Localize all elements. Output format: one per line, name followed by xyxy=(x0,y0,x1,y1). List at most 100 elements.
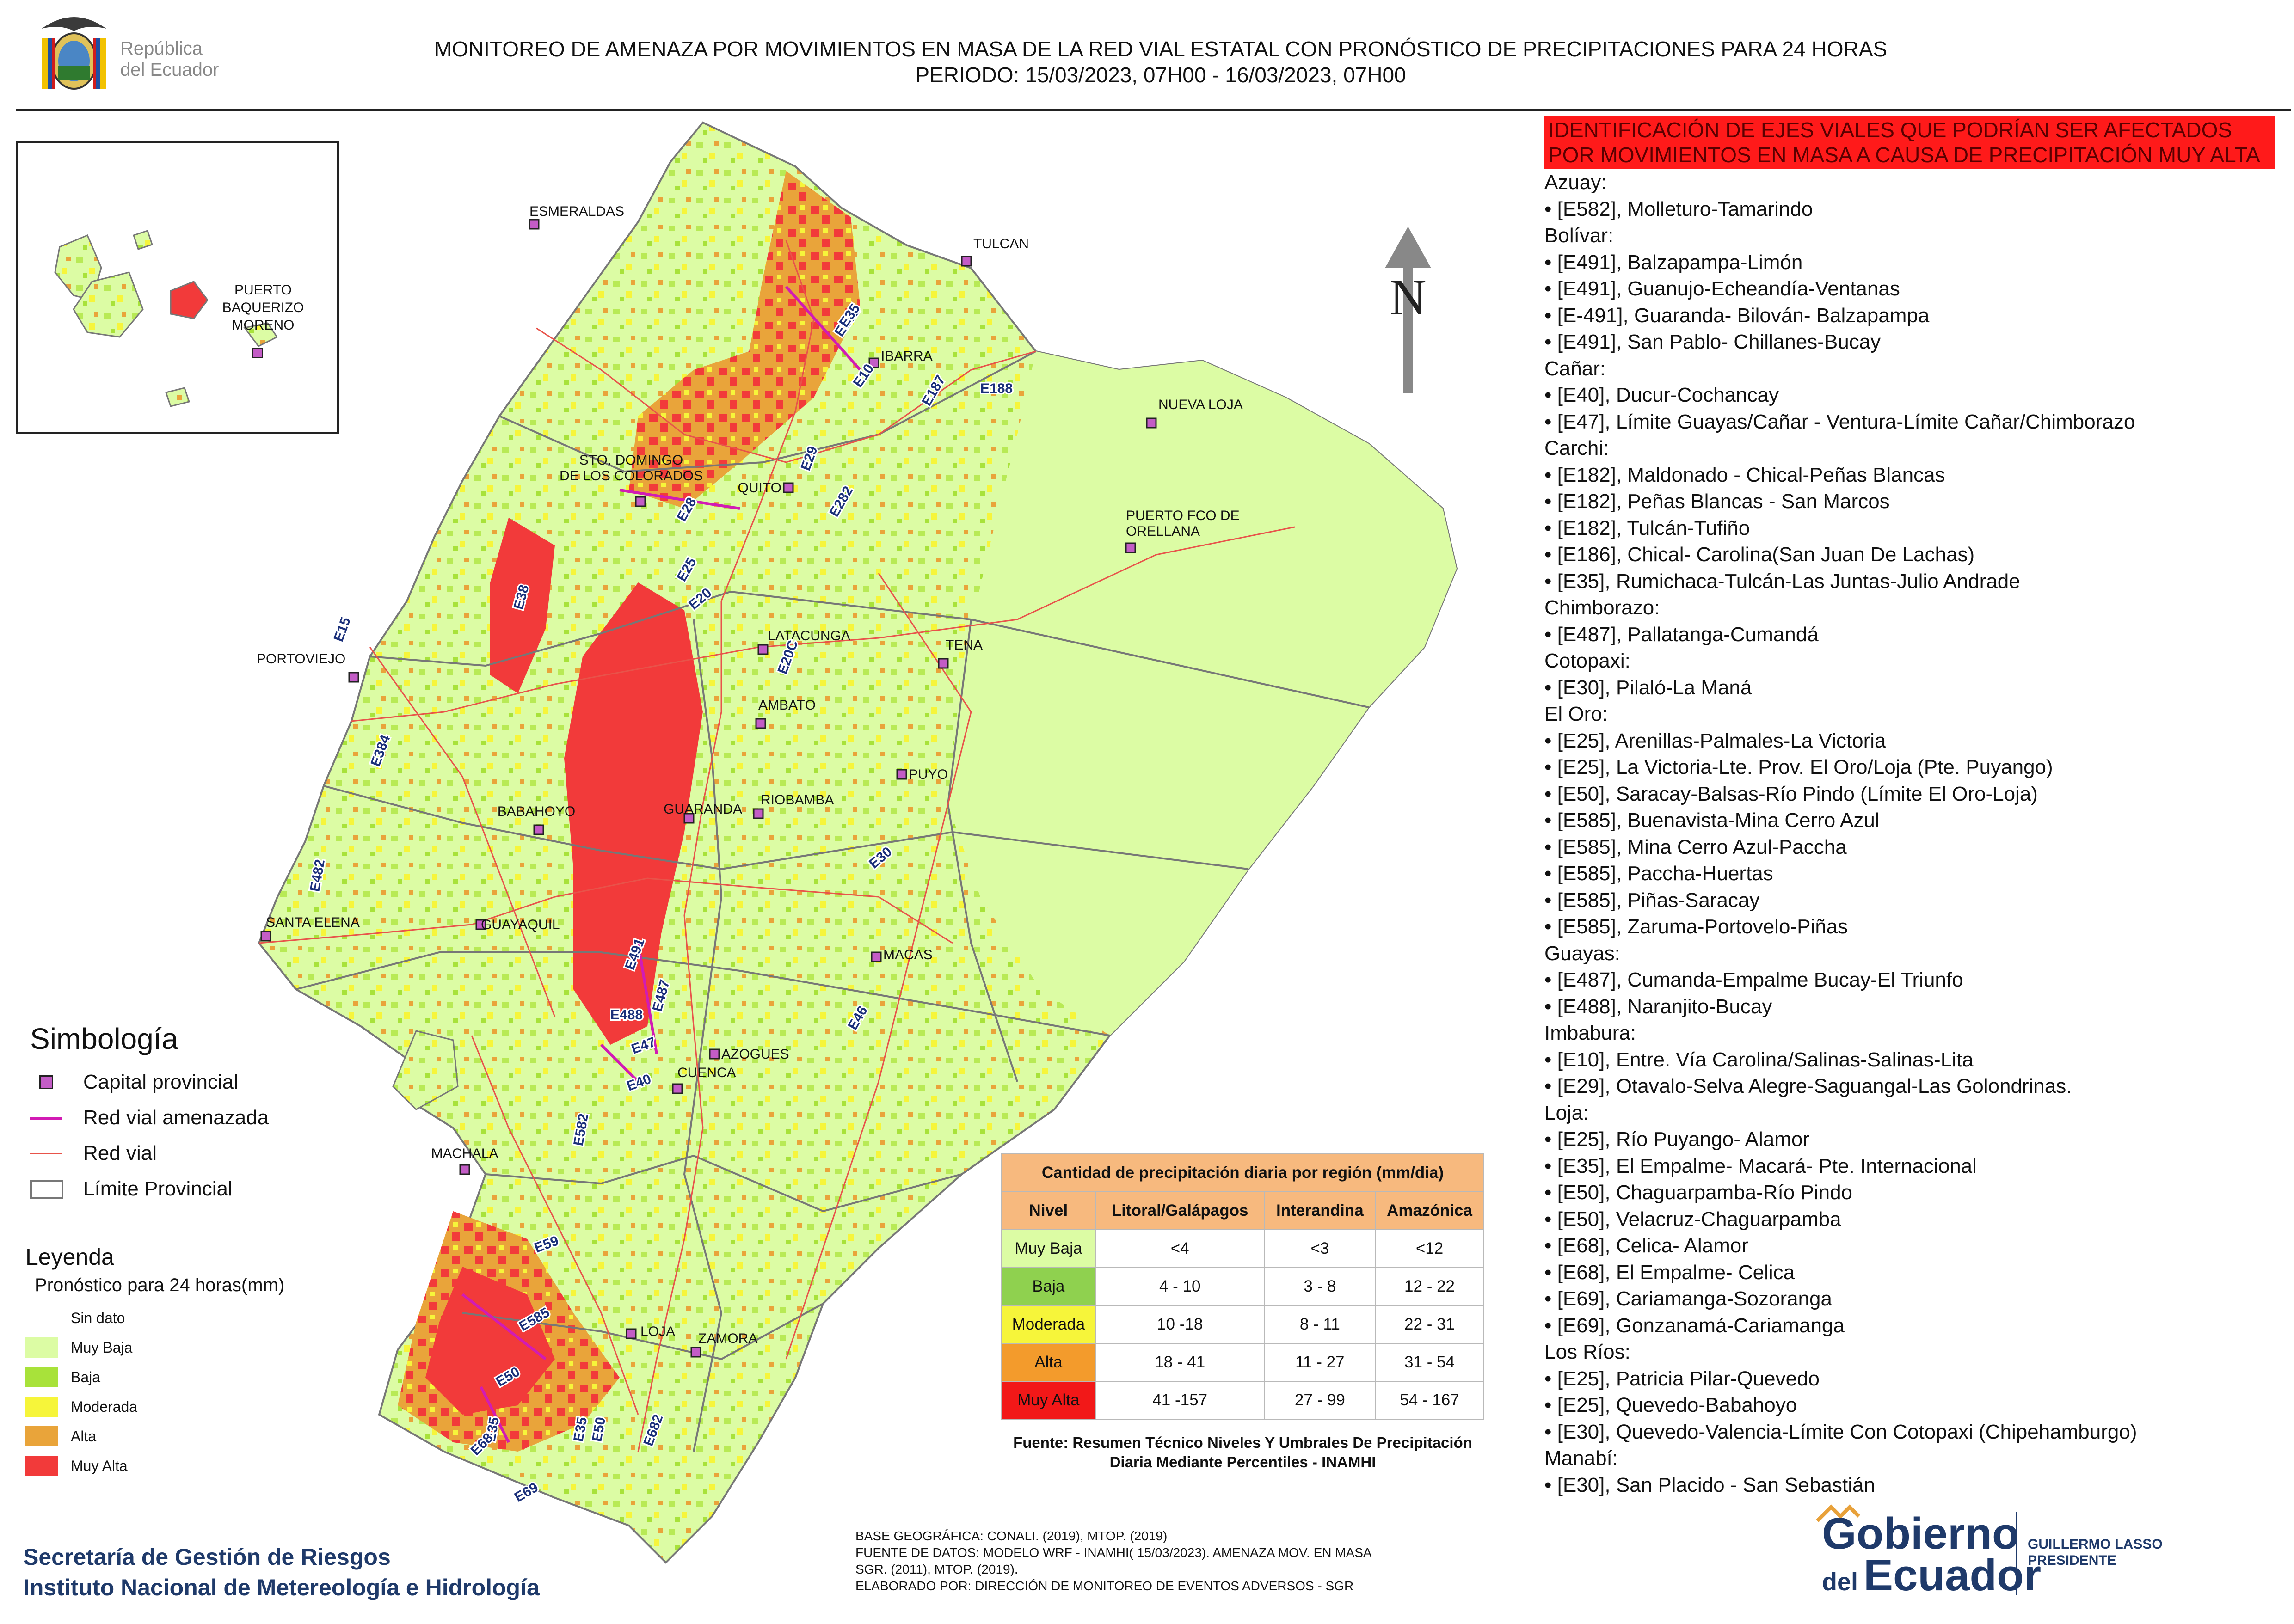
san-cristobal-island xyxy=(243,322,278,347)
precip-cell-level: Moderada xyxy=(1001,1305,1096,1344)
simbologia-legend: Simbología Capital provincial Red vial a… xyxy=(30,1022,269,1207)
province-heading: Imbabura: xyxy=(1544,1022,1636,1044)
ecuador-map-canvas[interactable]: ESMERALDAS TULCAN IBARRA NUEVA LOJA STO. DOM… xyxy=(0,111,1526,1622)
symbol-boundary: Límite Provincial xyxy=(30,1171,269,1207)
road-segment-item: • [E487], Pallatanga-Cumandá xyxy=(1544,623,1819,646)
precip-cell-interandina: 8 - 11 xyxy=(1264,1305,1376,1344)
precip-cell-litoral: 4 - 10 xyxy=(1095,1267,1265,1306)
province-boundaries xyxy=(295,350,1369,1452)
forecast-legend-subtitle: Pronóstico para 24 horas(mm) xyxy=(35,1275,285,1295)
city-label: PUERTO FCO DE xyxy=(1126,508,1240,523)
legend-swatch xyxy=(25,1337,58,1358)
precip-cell-amazonica: 22 - 31 xyxy=(1375,1305,1484,1344)
capital-marker xyxy=(635,496,646,507)
capital-marker xyxy=(871,951,882,962)
gobierno-logo: Gobierno del Ecuador GUILLERMO LASSO PRE… xyxy=(1813,1502,2266,1604)
road-label: E488 xyxy=(610,1007,643,1023)
precip-table-source: Fuente: Resumen Técnico Niveles Y Umbral… xyxy=(1013,1434,1472,1471)
capital-marker xyxy=(755,718,766,729)
amazon-region xyxy=(948,351,1457,1036)
president-title: PRESIDENTE xyxy=(2028,1553,2116,1568)
province-heading: Cañar: xyxy=(1544,357,1606,380)
forecast-legend-item: Sin dato xyxy=(25,1303,284,1333)
city-label: ORELLANA xyxy=(1126,524,1200,539)
city-label: NUEVA LOJA xyxy=(1158,397,1243,412)
precip-cell-litoral: 41 -157 xyxy=(1095,1381,1265,1420)
city-label: GUARANDA xyxy=(664,802,742,817)
city-label: LATACUNGA xyxy=(768,628,850,643)
hazard-zone-south-core xyxy=(425,1267,555,1415)
road-segment-item: • [E29], Otavalo-Selva Alegre-Saguangal-… xyxy=(1544,1075,2072,1097)
symbol-capital-label: Capital provincial xyxy=(83,1070,239,1093)
capital-marker xyxy=(961,256,972,267)
city-label: BABAHOYO xyxy=(498,804,575,819)
ecuador-map[interactable]: ESMERALDAS TULCAN IBARRA NUEVA LOJA STO. DOM… xyxy=(0,111,1526,1622)
symbol-road: Red vial xyxy=(30,1135,269,1171)
precip-cell-level: Muy Baja xyxy=(1001,1229,1096,1268)
precip-header-amazonica: Amazónica xyxy=(1375,1191,1484,1230)
forecast-legend-item: Alta xyxy=(25,1422,284,1451)
inset-city-label: PUERTO BAQUERIZO MORENO xyxy=(222,282,304,333)
road-segment-item: • [E35], El Empalme- Macará- Pte. Intern… xyxy=(1544,1154,1977,1177)
road-segment-item: • [E25], Patricia Pilar-Quevedo xyxy=(1544,1367,1820,1390)
road-segment-item: • [E488], Naranjito-Bucay xyxy=(1544,995,1772,1018)
capital-marker xyxy=(459,1164,470,1175)
capital-marker xyxy=(690,1347,701,1358)
isabela-south-island xyxy=(73,271,144,338)
capital-marker xyxy=(709,1048,720,1060)
road-segment-item: • [E585], Paccha-Huertas xyxy=(1544,862,1773,885)
legend-label: Alta xyxy=(71,1428,97,1445)
precip-cell-litoral: <4 xyxy=(1095,1229,1265,1268)
precip-cell-amazonica: 54 - 167 xyxy=(1375,1381,1484,1420)
threatened-roads xyxy=(461,286,861,1443)
road-segment-item: • [E69], Gonzanamá-Cariamanga xyxy=(1544,1314,1845,1337)
precip-row: Alta 18 - 41 11 - 27 31 - 54 xyxy=(1001,1343,1484,1382)
symbol-capital: Capital provincial xyxy=(30,1064,269,1100)
road-segment-item: • [E30], Pilaló-La Maná xyxy=(1544,676,1752,699)
capital-marker xyxy=(475,919,486,930)
capital-marker-icon xyxy=(30,1073,62,1091)
gobierno-logo-divider xyxy=(2016,1512,2017,1595)
capital-marker xyxy=(896,769,907,780)
province-heading: Cotopaxi: xyxy=(1544,650,1630,672)
threatened-road-icon xyxy=(30,1109,62,1127)
map-title-line1: MONITOREO DE AMENAZA POR MOVIMIENTOS EN … xyxy=(434,37,1888,61)
road-segment-item: • [E10], Entre. Vía Carolina/Salinas-Sal… xyxy=(1544,1048,1974,1071)
road-segment-item: • [E68], El Empalme- Celica xyxy=(1544,1261,1795,1284)
precip-cell-level: Baja xyxy=(1001,1267,1096,1306)
capital-marker xyxy=(252,348,263,358)
capital-marker xyxy=(783,482,794,493)
capital-marker xyxy=(1125,542,1136,553)
capital-marker xyxy=(626,1328,637,1339)
road-segment-item: • [E50], Chaguarpamba-Río Pindo xyxy=(1544,1181,1853,1204)
capital-marker xyxy=(1146,417,1157,429)
precip-cell-amazonica: 31 - 54 xyxy=(1375,1343,1484,1382)
legend-label: Sin dato xyxy=(71,1309,125,1326)
precip-cell-amazonica: <12 xyxy=(1375,1229,1484,1268)
legend-swatch xyxy=(25,1456,58,1476)
gobierno-logo-graphic: Gobierno del Ecuador GUILLERMO LASSO PRE… xyxy=(1816,1504,2163,1600)
coat-of-arms-icon xyxy=(42,17,106,90)
legend-label: Moderada xyxy=(71,1398,138,1415)
road-segment-item: • [E-491], Guaranda- Bilován- Balzapampa xyxy=(1544,304,1930,327)
hazard-zone-west xyxy=(490,518,555,693)
road-segment-item: • [E585], Piñas-Saracay xyxy=(1544,889,1760,912)
province-heading: Los Ríos: xyxy=(1544,1341,1630,1363)
city-label: AMBATO xyxy=(758,698,816,713)
capital-marker xyxy=(683,813,695,824)
road-segment-item: • [E585], Zaruma-Portovelo-Piñas xyxy=(1544,915,1848,938)
precip-header-level: Nivel xyxy=(1001,1191,1096,1230)
precip-cell-amazonica: 12 - 22 xyxy=(1375,1267,1484,1306)
road-segment-item: • [E491], San Pablo- Chillanes-Bucay xyxy=(1544,331,1881,353)
precip-table-body: Muy Baja <4 <3 <12 Baja 4 - 10 3 - 8 12 - 22 Mod… xyxy=(1001,1229,1484,1420)
credit-line: ELABORADO POR: DIRECCIÓN DE MONITOREO DE… xyxy=(855,1579,1354,1593)
city-label: TENA xyxy=(946,637,983,653)
city-label: STO. DOMINGO xyxy=(579,453,683,468)
capital-marker xyxy=(938,658,949,669)
symbol-road-label: Red vial xyxy=(83,1141,157,1164)
road-segment-item: • [E582], Molleturo-Tamarindo xyxy=(1544,197,1813,221)
forecast-legend-item: Moderada xyxy=(25,1392,284,1422)
simbologia-title: Simbología xyxy=(30,1022,178,1055)
road-segment-item: • [E585], Mina Cerro Azul-Paccha xyxy=(1544,835,1847,858)
road-segment-item: • [E47], Límite Guayas/Cañar - Ventura-L… xyxy=(1544,410,2135,433)
